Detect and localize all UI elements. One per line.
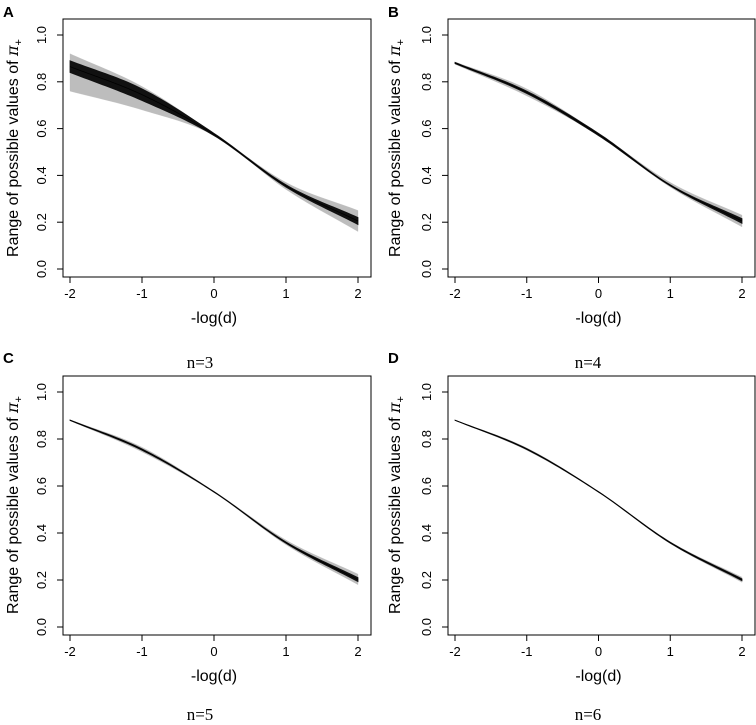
x-tick-label: -1 [521, 644, 533, 659]
x-tick-label: 1 [667, 286, 674, 301]
x-axis-title: -log(d) [191, 668, 237, 685]
band-inner-range [454, 419, 743, 582]
y-tick-label: 0.8 [419, 430, 434, 448]
y-axis-title-text: Range of possible values of [387, 413, 404, 614]
x-tick-label: 2 [738, 286, 745, 301]
center-line [454, 419, 743, 581]
y-tick-label: 0.0 [34, 618, 49, 636]
x-tick-label: 0 [210, 644, 217, 659]
y-axis-title: Range of possible values of π+ [3, 39, 25, 257]
plot-frame [62, 18, 372, 278]
center-line [454, 62, 743, 222]
x-tick-label: -1 [521, 286, 533, 301]
band-inner-range [454, 61, 743, 225]
y-tick-label: 0.0 [34, 260, 49, 278]
y-tick-label: 0.4 [34, 166, 49, 184]
x-tick-label: 1 [282, 286, 289, 301]
plot-frame [447, 18, 756, 278]
y-axis-title-text: Range of possible values of [387, 56, 404, 257]
panel-caption: n=3 [187, 353, 214, 372]
panel-caption: n=5 [187, 705, 214, 724]
y-axis-title-symbol: π [385, 402, 404, 414]
y-axis-title: Range of possible values of π+ [385, 396, 407, 614]
plot-frame [62, 375, 372, 636]
panel-caption: n=6 [575, 705, 602, 724]
y-axis-title-subscript: + [395, 396, 407, 402]
panel-a: -2 -1 0 1 2 0.0 0.2 0.4 0.6 0.8 1.0 -log(d) Range of… [3, 4, 372, 372]
y-axis-title-text: Range of possible values of [5, 413, 22, 614]
y-tick-label: 1.0 [34, 26, 49, 44]
y-tick-label: 0.8 [419, 73, 434, 91]
band-inner-range [69, 419, 359, 583]
x-axis-title: -log(d) [575, 668, 621, 685]
y-axis-title-subscript: + [395, 39, 407, 45]
y-tick-label: 1.0 [419, 383, 434, 401]
x-axis-title: -log(d) [191, 310, 237, 327]
y-tick-label: 0.4 [419, 524, 434, 542]
y-tick-label: 0.2 [34, 571, 49, 589]
y-tick-label: 0.8 [34, 73, 49, 91]
y-tick-label: 1.0 [419, 26, 434, 44]
y-tick-label: 1.0 [34, 383, 49, 401]
y-tick-label: 0.6 [34, 120, 49, 138]
panel-label: D [388, 350, 399, 367]
y-axis-title-text: Range of possible values of [5, 56, 22, 257]
y-axis-title-subscript: + [13, 396, 25, 402]
x-tick-label: 2 [354, 286, 361, 301]
center-line [69, 419, 359, 581]
x-tick-label: 2 [354, 644, 361, 659]
y-axis-title-subscript: + [13, 39, 25, 45]
x-axis-title: -log(d) [575, 310, 621, 327]
x-tick-label: -1 [136, 644, 148, 659]
panel-c: -2 -1 0 1 2 0.0 0.2 0.4 0.6 0.8 1.0 -log(d) Range of… [3, 350, 372, 724]
y-tick-label: 0.4 [34, 524, 49, 542]
panel-caption: n=4 [575, 353, 602, 372]
x-tick-label: -2 [64, 286, 76, 301]
panel-label: A [3, 4, 14, 21]
y-tick-label: 0.2 [419, 213, 434, 231]
y-axis-title: Range of possible values of π+ [385, 39, 407, 257]
y-tick-label: 0.6 [34, 477, 49, 495]
panel-label: B [388, 4, 399, 21]
y-tick-label: 0.8 [34, 430, 49, 448]
y-tick-label: 0.6 [419, 120, 434, 138]
y-tick-label: 0.6 [419, 477, 434, 495]
y-tick-label: 0.0 [419, 618, 434, 636]
x-tick-label: 1 [667, 644, 674, 659]
y-tick-label: 0.0 [419, 260, 434, 278]
y-axis-title: Range of possible values of π+ [3, 396, 25, 614]
x-tick-label: 1 [282, 644, 289, 659]
y-tick-label: 0.4 [419, 166, 434, 184]
x-tick-label: 2 [738, 644, 745, 659]
y-tick-label: 0.2 [34, 213, 49, 231]
y-tick-label: 0.2 [419, 571, 434, 589]
y-axis-title-symbol: π [385, 45, 404, 57]
x-tick-label: -1 [136, 286, 148, 301]
y-axis-title-symbol: π [3, 402, 22, 414]
x-tick-label: 0 [210, 286, 217, 301]
x-tick-label: -2 [449, 286, 461, 301]
center-line [69, 66, 359, 222]
x-tick-label: 0 [595, 286, 602, 301]
panel-d: -2 -1 0 1 2 0.0 0.2 0.4 0.6 0.8 1.0 -log(d) Range of… [385, 350, 756, 724]
x-tick-label: -2 [64, 644, 76, 659]
x-tick-label: 0 [595, 644, 602, 659]
band-inner-range [69, 60, 359, 226]
y-axis-title-symbol: π [3, 45, 22, 57]
panel-label: C [3, 350, 14, 367]
plot-frame [447, 375, 756, 636]
panel-b: -2 -1 0 1 2 0.0 0.2 0.4 0.6 0.8 1.0 -log(d) Range of… [385, 4, 756, 372]
x-tick-label: -2 [449, 644, 461, 659]
